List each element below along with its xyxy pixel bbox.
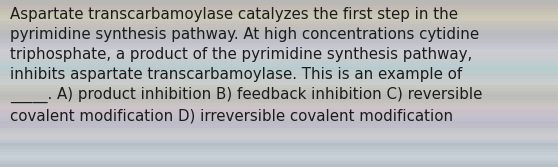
- Bar: [0, 46, 558, 49]
- Bar: [0, 15, 558, 18]
- Bar: [0, 140, 558, 143]
- Bar: [0, 118, 558, 121]
- Bar: [0, 43, 558, 46]
- Bar: [0, 164, 558, 167]
- Bar: [0, 146, 558, 149]
- Bar: [0, 79, 558, 82]
- Bar: [0, 67, 558, 70]
- Bar: [0, 124, 558, 128]
- Bar: [0, 128, 558, 131]
- Bar: [0, 137, 558, 140]
- Bar: [0, 82, 558, 85]
- Text: Aspartate transcarbamoylase catalyzes the first step in the
pyrimidine synthesis: Aspartate transcarbamoylase catalyzes th…: [10, 7, 483, 123]
- Bar: [0, 158, 558, 161]
- Bar: [0, 61, 558, 64]
- Bar: [0, 9, 558, 12]
- Bar: [0, 152, 558, 155]
- Bar: [0, 55, 558, 58]
- Bar: [0, 30, 558, 33]
- Bar: [0, 21, 558, 24]
- Bar: [0, 112, 558, 115]
- Bar: [0, 58, 558, 61]
- Bar: [0, 109, 558, 112]
- Bar: [0, 161, 558, 164]
- Bar: [0, 143, 558, 146]
- Bar: [0, 24, 558, 27]
- Bar: [0, 149, 558, 152]
- Bar: [0, 106, 558, 109]
- Bar: [0, 97, 558, 100]
- Bar: [0, 39, 558, 43]
- Bar: [0, 33, 558, 36]
- Bar: [0, 18, 558, 21]
- Bar: [0, 94, 558, 97]
- Bar: [0, 121, 558, 124]
- Bar: [0, 52, 558, 55]
- Bar: [0, 27, 558, 30]
- Bar: [0, 115, 558, 118]
- Bar: [0, 76, 558, 79]
- Bar: [0, 49, 558, 52]
- Bar: [0, 131, 558, 134]
- Bar: [0, 64, 558, 67]
- Bar: [0, 91, 558, 94]
- Bar: [0, 3, 558, 6]
- Bar: [0, 134, 558, 137]
- Bar: [0, 85, 558, 88]
- Bar: [0, 100, 558, 103]
- Bar: [0, 12, 558, 15]
- Bar: [0, 88, 558, 91]
- Bar: [0, 36, 558, 39]
- Bar: [0, 70, 558, 73]
- Bar: [0, 73, 558, 76]
- Bar: [0, 155, 558, 158]
- Bar: [0, 103, 558, 106]
- Bar: [0, 0, 558, 3]
- Bar: [0, 6, 558, 9]
